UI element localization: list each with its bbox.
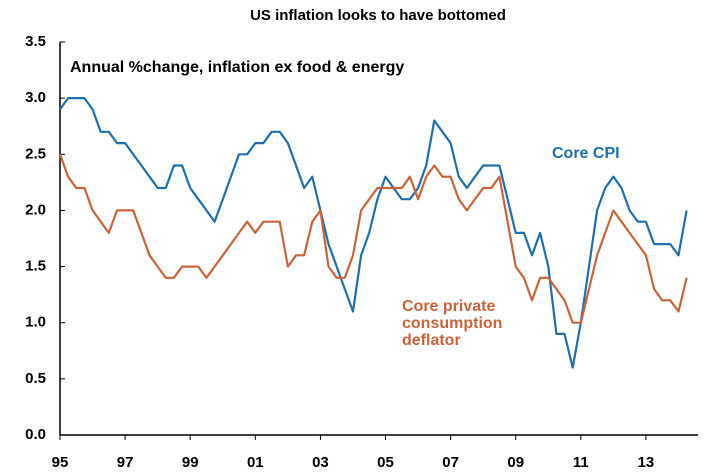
- y-tick-label: 0.5: [25, 370, 46, 387]
- x-tick-label: 03: [312, 454, 329, 471]
- y-tick-label: 3.5: [25, 33, 46, 50]
- series-label: Core CPI: [552, 145, 620, 162]
- y-tick-label: 1.0: [25, 314, 46, 331]
- y-tick-label: 0.0: [25, 426, 46, 443]
- series-label: Core private consumption deflator: [402, 298, 503, 349]
- x-tick-label: 99: [182, 454, 199, 471]
- chart-subtitle: Annual %change, inflation ex food & ener…: [70, 59, 404, 76]
- y-tick-label: 1.5: [25, 258, 46, 275]
- series-label-text: Core private consumption deflator: [402, 298, 503, 349]
- series-line: [59, 97, 688, 369]
- x-tick-label: 11: [573, 454, 589, 471]
- x-tick-label: 95: [52, 454, 69, 471]
- x-tick-label: 09: [507, 454, 524, 471]
- series-label-text: Core CPI: [552, 145, 620, 162]
- chart-title: US inflation looks to have bottomed: [250, 7, 506, 24]
- y-tick-label: 2.5: [25, 145, 46, 162]
- x-tick-label: 13: [638, 454, 655, 471]
- x-tick-label: 07: [442, 454, 459, 471]
- series-line: [58, 153, 688, 324]
- x-tick-label: 05: [377, 454, 394, 471]
- y-tick-label: 3.0: [25, 89, 46, 106]
- x-tick-label: 01: [247, 454, 264, 471]
- x-tick-label: 97: [117, 454, 134, 471]
- y-tick-label: 2.0: [25, 201, 46, 218]
